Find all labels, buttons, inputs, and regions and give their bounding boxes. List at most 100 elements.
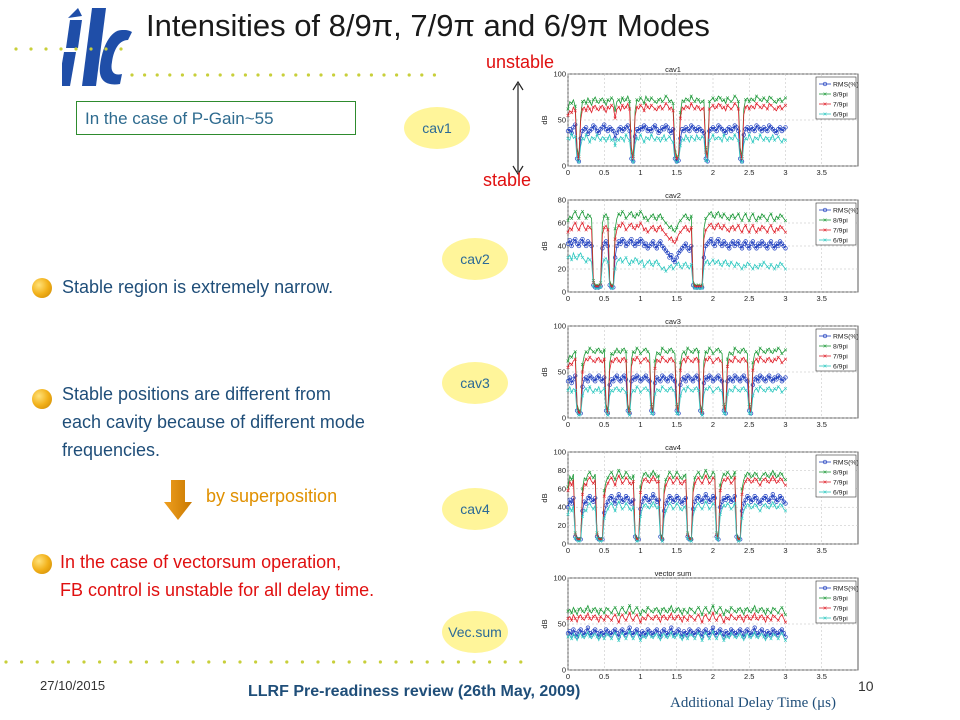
data-point: [616, 492, 621, 497]
data-point: [576, 243, 582, 249]
data-point: [573, 122, 578, 127]
data-point: [711, 361, 715, 365]
data-point: [754, 495, 759, 501]
data-point: [620, 136, 624, 141]
data-point: [736, 223, 740, 227]
data-point: [682, 214, 686, 218]
data-point: [727, 632, 732, 638]
data-point: [642, 472, 646, 476]
page-title: Intensities of 8/9π, 7/9π and 6/9π Modes: [146, 8, 710, 43]
data-point: [774, 130, 779, 136]
data-point: [783, 103, 788, 107]
data-point: [783, 613, 788, 617]
y-tick-label: 0: [562, 666, 566, 675]
data-point: [718, 136, 722, 141]
data-point: [678, 609, 682, 613]
data-point: [588, 258, 592, 262]
data-point: [609, 138, 614, 142]
data-point: [642, 265, 646, 269]
data-point: [769, 262, 773, 267]
data-point: [609, 96, 614, 100]
data-point: [744, 505, 748, 509]
data-point: [602, 99, 606, 104]
data-point: [591, 136, 595, 141]
data-point: [736, 262, 740, 267]
data-point: [704, 386, 708, 391]
data-point: [758, 483, 762, 487]
data-point: [693, 618, 697, 622]
data-point: [776, 618, 780, 622]
data-point: [773, 348, 777, 352]
data-point: [642, 140, 646, 144]
data-point: [707, 476, 711, 480]
data-point: [727, 125, 732, 130]
x-tick-label: 1: [638, 294, 642, 303]
data-point: [611, 379, 616, 384]
data-point: [629, 501, 634, 506]
data-point: [631, 225, 635, 230]
data-point: [567, 238, 572, 243]
data-point: [682, 225, 686, 230]
data-point: [689, 359, 693, 363]
data-point: [696, 98, 701, 102]
data-point: [664, 101, 668, 106]
y-tick-label: 100: [553, 70, 566, 79]
data-point: [736, 212, 740, 216]
data-point: [591, 476, 595, 480]
data-point: [725, 392, 730, 396]
data-point: [570, 637, 574, 641]
data-point: [664, 221, 668, 225]
data-point: [613, 116, 617, 120]
data-point: [613, 483, 617, 487]
data-point: [783, 501, 788, 506]
data-point: [642, 109, 646, 113]
oval-label-cav2: cav2: [442, 238, 508, 280]
bullet-text-positions: Stable positions are different from each…: [62, 380, 365, 464]
data-point: [578, 627, 583, 632]
data-point: [617, 468, 621, 473]
data-point: [779, 495, 785, 501]
data-point: [649, 411, 653, 416]
data-point: [588, 635, 592, 639]
data-point: [631, 637, 635, 641]
data-point: [718, 388, 722, 393]
data-point: [657, 136, 661, 141]
data-point: [754, 350, 759, 354]
data-point: [689, 225, 693, 230]
x-axis-label: Additional Delay Time (μs): [670, 695, 836, 711]
data-point: [765, 136, 769, 141]
legend-entry: 7/9pi: [833, 480, 848, 487]
data-point: [623, 377, 629, 382]
data-point: [776, 134, 780, 139]
data-point: [642, 101, 646, 106]
data-point: [661, 627, 667, 632]
data-point: [729, 605, 733, 610]
data-point: [606, 481, 610, 485]
data-point: [672, 379, 678, 384]
data-point: [631, 350, 635, 354]
data-point: [765, 386, 769, 391]
data-point: [776, 637, 780, 641]
data-point: [704, 500, 708, 504]
data-point: [740, 348, 744, 352]
data-point: [595, 348, 599, 352]
data-point: [686, 136, 690, 141]
data-point: [657, 479, 661, 484]
data-point: [606, 607, 610, 611]
data-point: [683, 241, 688, 246]
data-point: [773, 615, 777, 619]
data-point: [725, 96, 730, 100]
data-point: [675, 607, 679, 611]
data-point: [733, 385, 737, 389]
data-point: [567, 127, 572, 132]
data-point: [580, 99, 585, 104]
y-tick-label: 0: [562, 162, 566, 171]
data-point: [762, 214, 766, 218]
data-point: [602, 618, 606, 622]
data-point: [767, 499, 772, 504]
data-point: [646, 613, 650, 617]
series-line: [567, 493, 786, 541]
data-point: [715, 386, 719, 391]
data-point: [704, 158, 708, 163]
data-point: [733, 228, 737, 232]
